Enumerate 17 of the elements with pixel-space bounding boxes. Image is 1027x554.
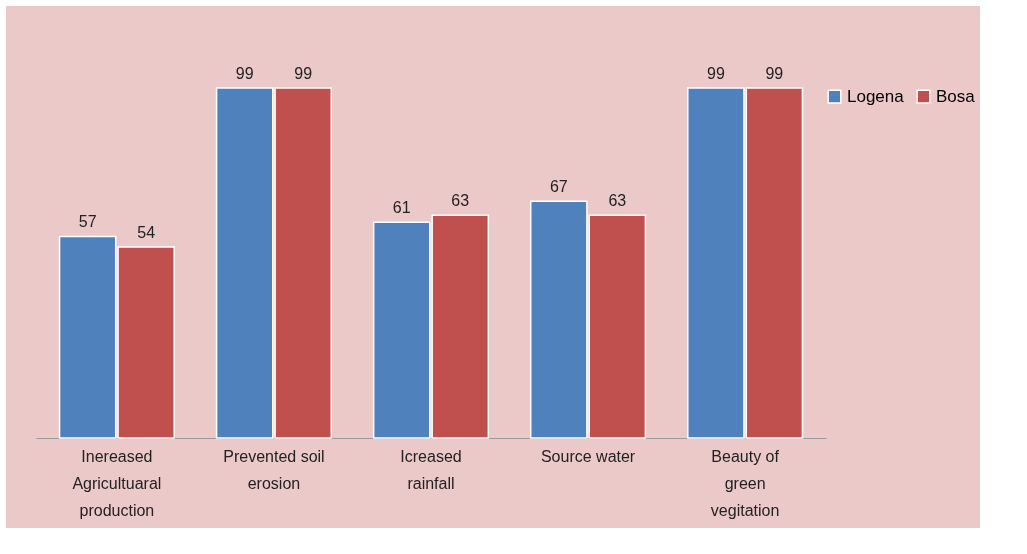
- data-label: 99: [294, 65, 313, 82]
- x-tick-label: Source water: [540, 447, 636, 465]
- data-label: 99: [765, 65, 784, 82]
- data-label: 63: [608, 192, 627, 210]
- x-tick-label: Beauty of green vegitation: [710, 447, 780, 519]
- data-label: 99: [235, 65, 254, 82]
- data-label: 61: [392, 199, 411, 217]
- x-tick-label: Inereased Agricultuaral production: [72, 447, 162, 519]
- x-tick-label: Icreased rainfall: [400, 447, 462, 492]
- data-label: 67: [549, 178, 568, 196]
- data-label: 57: [78, 213, 97, 231]
- legend-label: Logena: [847, 86, 905, 106]
- x-tick-label: Prevented soil erosion: [223, 447, 325, 492]
- legend-label: Bosa: [936, 86, 976, 106]
- data-label: 63: [451, 192, 470, 210]
- data-label: 54: [137, 224, 156, 242]
- data-label: 99: [706, 65, 725, 82]
